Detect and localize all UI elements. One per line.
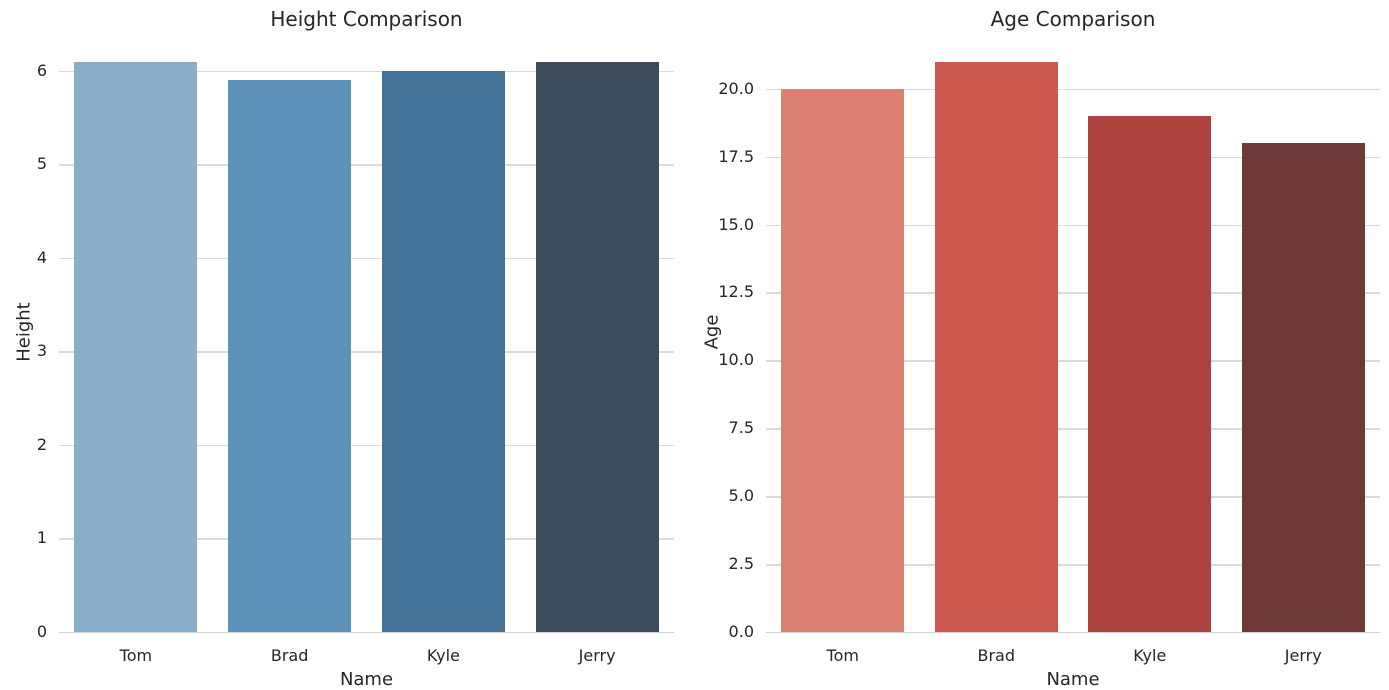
bar-kyle (381, 70, 505, 632)
gridline (59, 351, 674, 353)
bar-brad (228, 80, 352, 632)
chart-title-age: Age Comparison (990, 7, 1156, 31)
gridline (766, 156, 1380, 159)
bar-kyle (1088, 115, 1212, 632)
gridline (59, 257, 674, 260)
x-tick-labels-age: Tom Brad Kyle Jerry (766, 645, 1380, 667)
x-axis-line (59, 631, 674, 633)
y-tick-label: 4 (36, 247, 47, 267)
y-tick-label: 0.0 (728, 622, 754, 641)
x-tick-label-jerry: Jerry (578, 646, 616, 665)
bar-brad (934, 61, 1058, 632)
y-tick-label: 17.5 (718, 146, 754, 166)
x-tick-label-tom: Tom (826, 646, 859, 665)
x-tick-label-kyle: Kyle (426, 646, 460, 665)
x-tick-label-tom: Tom (119, 646, 153, 665)
y-tick-label: 5.0 (728, 486, 754, 506)
gridline (766, 428, 1380, 430)
plot-area-age (766, 33, 1380, 633)
y-tick-labels-height: 0 1 2 3 4 5 6 (0, 33, 47, 641)
x-tick-label-kyle: Kyle (1133, 646, 1167, 665)
bar-tom (74, 61, 198, 632)
gridline (59, 444, 674, 447)
y-tick-label: 10.0 (718, 350, 754, 370)
gridline (59, 538, 674, 540)
x-tick-labels-height: Tom Brad Kyle Jerry (59, 645, 674, 667)
x-tick-label-brad: Brad (270, 646, 309, 665)
y-tick-label: 12.5 (718, 282, 754, 302)
y-tick-label: 3 (36, 341, 47, 361)
gridline (59, 164, 674, 166)
y-tick-labels-age: 0.0 2.5 5.0 7.5 10.0 12.5 15.0 17.5 20.0 (694, 33, 754, 641)
chart-title-height: Height Comparison (270, 7, 463, 31)
x-axis-line (766, 631, 1380, 633)
y-tick-label: 7.5 (728, 418, 754, 438)
x-axis-label-age: Name (1046, 669, 1100, 690)
y-tick-label: 5 (36, 154, 47, 174)
bar-tom (781, 88, 905, 632)
y-tick-label: 2 (36, 434, 47, 454)
y-tick-label: 20.0 (718, 78, 754, 98)
gridline (766, 292, 1380, 294)
y-tick-label: 0 (36, 622, 47, 641)
subplot-age-comparison: Age Comparison Age 0.0 2.5 5.0 7.5 10.0 12.5 1… (694, 0, 1389, 690)
y-tick-label: 2.5 (728, 554, 754, 574)
gridline (766, 88, 1380, 91)
y-tick-label: 1 (36, 528, 47, 548)
y-tick-label: 15.0 (718, 214, 754, 234)
y-tick-label: 6 (36, 60, 47, 80)
bar-jerry (535, 61, 659, 632)
gridline (766, 360, 1380, 362)
x-tick-label-jerry: Jerry (1284, 646, 1322, 665)
gridline (59, 70, 674, 73)
gridline (766, 224, 1380, 227)
x-axis-label-height: Name (339, 669, 394, 690)
x-tick-label-brad: Brad (977, 646, 1015, 665)
plot-area-height (59, 33, 674, 633)
bar-jerry (1241, 143, 1365, 632)
gridline (766, 564, 1380, 566)
gridline (766, 496, 1380, 498)
